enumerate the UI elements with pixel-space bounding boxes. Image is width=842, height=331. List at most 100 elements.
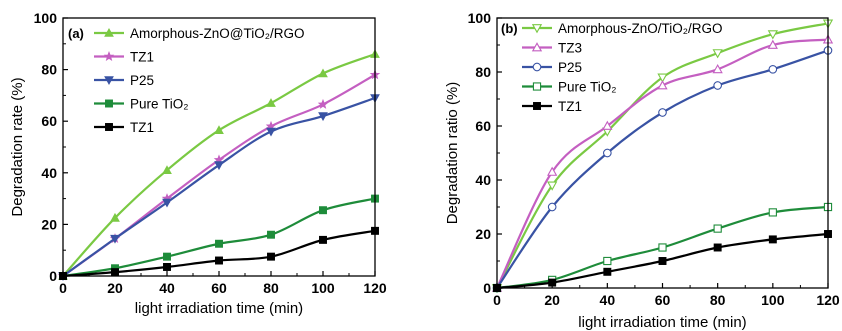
data-point [215, 239, 223, 248]
y-axis-label: Degradation rate (%) [9, 77, 26, 216]
data-point [317, 98, 329, 109]
y-tick-label: 0 [483, 280, 491, 296]
data-point [163, 262, 171, 271]
y-tick-label: 40 [475, 172, 491, 188]
panel-label: (b) [501, 21, 518, 36]
legend-label: Amorphous-ZnO/TiO₂/RGO [558, 21, 723, 36]
data-point [602, 120, 613, 130]
data-point [319, 206, 327, 215]
y-tick-label: 60 [475, 118, 491, 134]
data-point [266, 127, 276, 137]
y-tick-label: 80 [475, 64, 491, 80]
x-tick-label: 60 [211, 280, 227, 296]
data-point [767, 39, 778, 49]
data-point [713, 224, 722, 233]
legend-marker [531, 24, 543, 34]
series-group [491, 19, 834, 294]
data-point [768, 235, 777, 244]
data-point [767, 30, 778, 40]
x-axis-label: light irradiation time (min) [135, 300, 303, 317]
data-point [319, 235, 327, 244]
data-point [318, 68, 328, 78]
data-point [162, 165, 172, 174]
x-tick-label: 40 [600, 292, 616, 308]
data-point [713, 243, 722, 252]
data-point [603, 267, 612, 276]
data-point [658, 243, 667, 252]
legend-label: TZ1 [558, 99, 582, 114]
legend-label: TZ3 [558, 41, 582, 56]
legend-marker [104, 76, 114, 86]
data-point [657, 73, 668, 83]
data-point [768, 64, 778, 74]
panel-label: (a) [68, 26, 84, 41]
y-axis-label: Degradation ratio (%) [444, 82, 461, 225]
legend-marker [532, 62, 542, 72]
x-tick-label: 0 [493, 292, 501, 308]
legend-label: TZ1 [130, 50, 154, 65]
data-point [603, 256, 612, 266]
legend-label: Amorphous-ZnO@TiO₂/RGO [130, 26, 304, 41]
legend-marker [104, 27, 114, 37]
panel-b: 0 20 40 60 80 100 120 0 20 40 60 80 100 light irradia… [444, 10, 840, 331]
y-tick-label: 20 [41, 216, 57, 232]
legend-label: Pure TiO₂ [558, 80, 617, 95]
legend-marker [532, 82, 542, 91]
x-tick-label: 120 [363, 280, 387, 296]
data-point [110, 212, 120, 222]
data-point [214, 125, 224, 134]
legend-marker [105, 99, 113, 108]
data-point [162, 198, 172, 208]
data-point [110, 234, 120, 244]
data-point [658, 108, 667, 117]
y-tick-label: 40 [41, 165, 57, 181]
data-point [266, 98, 276, 107]
data-point [267, 230, 275, 239]
data-point [163, 252, 171, 261]
x-tick-label: 20 [107, 280, 123, 296]
data-point [657, 80, 668, 90]
legend: Amorphous-ZnO@TiO₂/RGO TZ1 P25 Pure TiO₂ TZ1 [94, 26, 304, 135]
x-tick-label: 60 [655, 292, 671, 308]
x-axis-label: light irradiation time (min) [578, 314, 746, 331]
y-tick-label: 80 [41, 62, 57, 78]
data-point [214, 161, 224, 171]
legend: Amorphous-ZnO/TiO₂/RGO TZ3 P25 Pure TiO₂ TZ1 [522, 21, 723, 114]
data-point [712, 63, 723, 74]
legend-label: P25 [130, 73, 154, 88]
data-point [712, 49, 723, 59]
x-tick-label: 0 [59, 280, 67, 296]
legend-label: Pure TiO₂ [130, 97, 189, 112]
y-tick-label: 20 [475, 226, 491, 242]
data-point [768, 208, 777, 217]
y-tick-label: 60 [41, 113, 57, 129]
x-tick-label: 100 [761, 292, 785, 308]
legend-marker [531, 42, 543, 52]
x-tick-label: 20 [544, 292, 560, 308]
data-point [215, 256, 223, 265]
y-tick-label: 100 [468, 10, 492, 26]
legend-marker [533, 102, 541, 110]
legend-marker [103, 50, 115, 61]
data-point [658, 257, 667, 265]
x-tick-label: 80 [710, 292, 726, 308]
panel-a: 0 20 40 60 80 100 120 0 20 40 60 80 100 light irradia… [9, 10, 387, 317]
series-group [57, 49, 381, 282]
data-point [547, 166, 558, 176]
data-point [547, 181, 558, 191]
data-point [547, 202, 557, 212]
data-point [713, 81, 722, 90]
legend-marker [105, 123, 113, 131]
y-tick-label: 0 [49, 268, 57, 284]
data-point [603, 148, 612, 158]
y-tick-label: 100 [34, 10, 58, 26]
data-point [267, 252, 275, 261]
data-point [318, 112, 328, 122]
x-tick-label: 40 [159, 280, 175, 296]
x-tick-label: 120 [816, 292, 840, 308]
legend-label: P25 [558, 60, 582, 75]
x-tick-label: 100 [311, 280, 335, 296]
x-tick-label: 80 [263, 280, 279, 296]
legend-label: TZ1 [130, 120, 154, 135]
